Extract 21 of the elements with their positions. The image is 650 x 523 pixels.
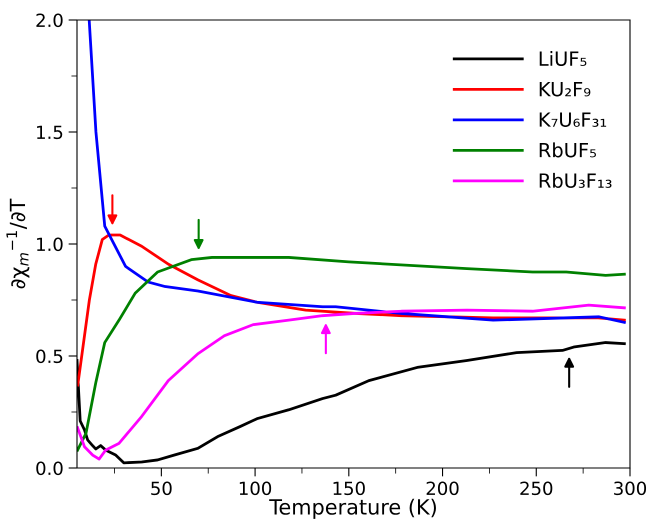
x-tick-label: 300 [614,482,646,496]
x-tick-label: 150 [334,482,365,496]
x-tick-label: 200 [426,482,459,496]
line-series [77,304,626,460]
y-tick-label: 1.5 [37,126,62,140]
y-tick-label: 1.0 [37,237,63,252]
legend-label: LiUF₅ [540,50,586,66]
y-tick-label: 2.0 [36,13,63,28]
y-tick-label: 0.0 [36,461,63,476]
legend-label: RbU₃F₁₃ [540,172,612,188]
line-series [77,256,626,452]
x-tick-label: 100 [240,482,272,496]
x-axis-title: Temperature (K) [269,498,436,519]
x-tick-label: 250 [520,482,552,496]
y-tick-label: 0.5 [36,349,62,364]
legend-label: KU₂F₉ [540,82,590,96]
legend-label: RbUF₅ [540,142,596,158]
legend-label: K₇U₆F₃₁ [540,112,606,127]
x-tick-label: 50 [151,482,172,496]
y-axis-title: ∂χ$_{m}$$^{−1}$/∂T [6,198,30,288]
line-series [88,20,626,324]
